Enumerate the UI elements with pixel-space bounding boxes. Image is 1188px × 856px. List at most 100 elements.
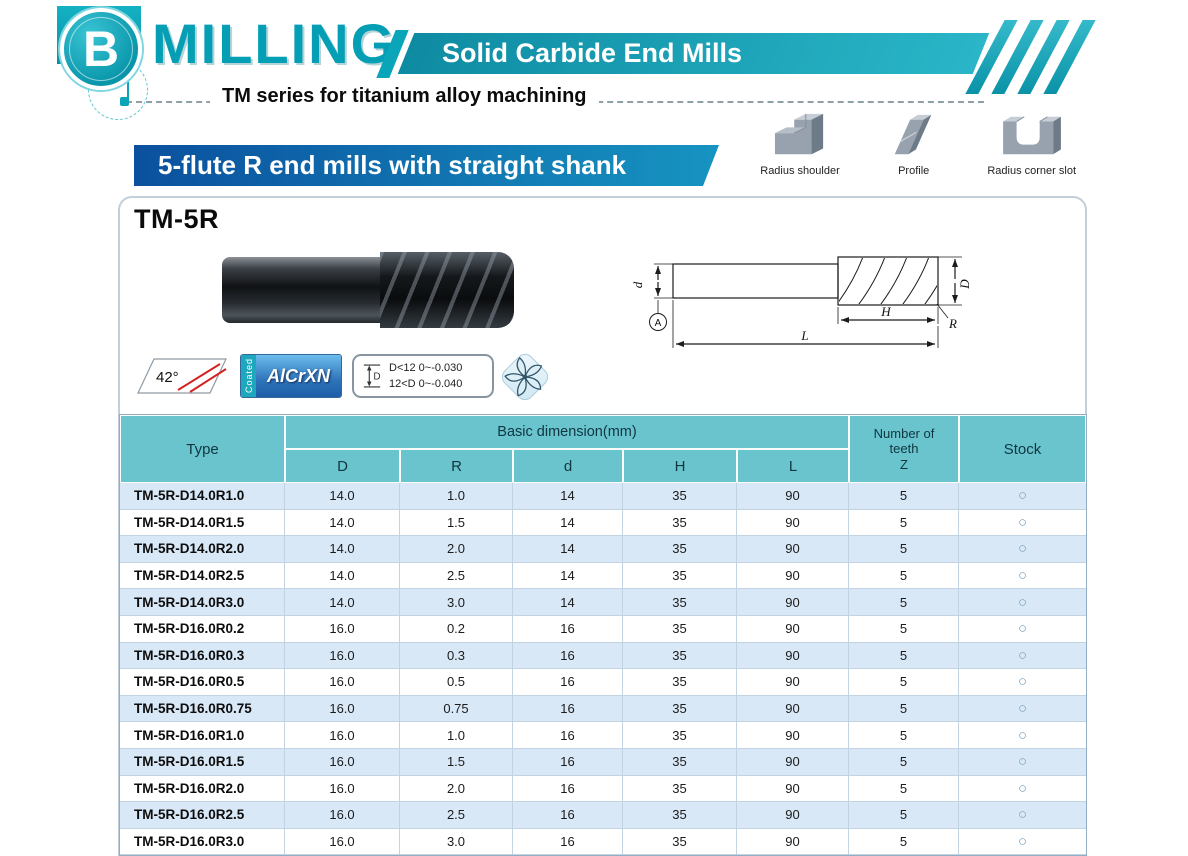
row-value-d: 14 xyxy=(513,562,623,590)
row-value-R: 3.0 xyxy=(400,589,513,616)
row-value-L: 90 xyxy=(737,483,849,510)
row-value-Z: 5 xyxy=(849,828,959,856)
row-value-L: 90 xyxy=(737,589,849,616)
row-type: TM-5R-D14.0R2.5 xyxy=(120,562,285,590)
row-value-H: 35 xyxy=(623,722,737,749)
row-value-H: 35 xyxy=(623,695,737,723)
stock-circle-icon: ○ xyxy=(1017,593,1028,611)
photo-shank xyxy=(222,257,380,323)
table-row: TM-5R-D16.0R0.5 16.0 0.5 16 35 90 5 ○ xyxy=(120,669,1086,696)
row-stock: ○ xyxy=(959,696,1086,723)
row-value-D: 14.0 xyxy=(285,483,400,510)
row-value-Z: 5 xyxy=(849,615,959,643)
row-value-D: 14.0 xyxy=(285,562,400,590)
table-row: TM-5R-D16.0R0.75 16.0 0.75 16 35 90 5 ○ xyxy=(120,695,1086,723)
stock-circle-icon: ○ xyxy=(1017,540,1028,558)
profile-icon xyxy=(894,114,932,155)
row-value-d: 14 xyxy=(513,483,623,510)
row-value-H: 35 xyxy=(623,775,737,803)
row-value-L: 90 xyxy=(737,828,849,856)
teeth-header-line2: teeth xyxy=(889,441,919,457)
row-value-L: 90 xyxy=(737,748,849,776)
row-value-D: 16.0 xyxy=(285,695,400,723)
row-value-d: 16 xyxy=(513,802,623,829)
row-stock: ○ xyxy=(959,589,1086,616)
category-banner: Solid Carbide End Mills xyxy=(397,33,990,74)
row-value-d: 16 xyxy=(513,695,623,723)
row-value-H: 35 xyxy=(623,562,737,590)
row-value-D: 16.0 xyxy=(285,669,400,696)
row-value-H: 35 xyxy=(623,509,737,537)
row-type: TM-5R-D14.0R1.0 xyxy=(120,483,285,510)
table-row: TM-5R-D16.0R1.5 16.0 1.5 16 35 90 5 ○ xyxy=(120,748,1086,776)
teeth-header-line1: Number of xyxy=(873,425,935,441)
helix-angle-icon: 42° xyxy=(134,356,230,396)
row-value-Z: 5 xyxy=(849,509,959,537)
row-value-D: 16.0 xyxy=(285,775,400,803)
category-banner-label: Solid Carbide End Mills xyxy=(442,38,743,68)
logo-letter: B xyxy=(82,21,120,77)
shape-item-radius-corner-slot: Radius corner slot xyxy=(987,110,1076,190)
teeth-header-line3: Z xyxy=(900,456,908,472)
datum-label-A: A xyxy=(655,318,662,329)
col-header-type: Type xyxy=(120,415,285,483)
table-row: TM-5R-D16.0R0.2 16.0 0.2 16 35 90 5 ○ xyxy=(120,615,1086,643)
row-value-H: 35 xyxy=(623,642,737,670)
stock-circle-icon: ○ xyxy=(1017,567,1028,585)
shape-caption: Profile xyxy=(898,165,930,177)
row-value-Z: 5 xyxy=(849,483,959,510)
shape-item-profile: Profile xyxy=(884,110,944,190)
coating-badge: Coated AlCrXN xyxy=(240,354,342,398)
table-row: TM-5R-D16.0R0.3 16.0 0.3 16 35 90 5 ○ xyxy=(120,642,1086,670)
dim-label-H: H xyxy=(880,304,891,319)
row-value-H: 35 xyxy=(623,802,737,829)
stock-circle-icon: ○ xyxy=(1017,806,1028,824)
logo-connector-line xyxy=(127,76,129,100)
spec-table: Type Basic dimension(mm) D R d H L Numbe… xyxy=(119,414,1087,856)
shape-item-radius-shoulder: Radius shoulder xyxy=(760,110,840,190)
row-value-L: 90 xyxy=(737,775,849,803)
coating-name: AlCrXN xyxy=(256,355,341,397)
row-stock: ○ xyxy=(959,536,1086,563)
table-row: TM-5R-D16.0R2.5 16.0 2.5 16 35 90 5 ○ xyxy=(120,802,1086,829)
row-value-L: 90 xyxy=(737,509,849,537)
row-value-Z: 5 xyxy=(849,536,959,563)
row-value-L: 90 xyxy=(737,802,849,829)
row-value-L: 90 xyxy=(737,642,849,670)
row-value-Z: 5 xyxy=(849,669,959,696)
row-value-H: 35 xyxy=(623,615,737,643)
photo-flutes xyxy=(380,252,514,328)
row-type: TM-5R-D16.0R0.75 xyxy=(120,695,285,723)
coated-strip: Coated xyxy=(241,355,256,397)
row-value-Z: 5 xyxy=(849,748,959,776)
table-body: TM-5R-D14.0R1.0 14.0 1.0 14 35 90 5 ○ TM-5R-D14.… xyxy=(120,483,1086,856)
stock-circle-icon: ○ xyxy=(1017,646,1028,664)
shape-caption: Radius corner slot xyxy=(987,165,1076,177)
row-value-H: 35 xyxy=(623,669,737,696)
row-stock: ○ xyxy=(959,829,1086,856)
stock-circle-icon: ○ xyxy=(1017,779,1028,797)
row-value-R: 0.2 xyxy=(400,615,513,643)
col-header-D: D xyxy=(285,449,400,483)
col-header-L: L xyxy=(737,449,849,483)
row-value-R: 2.0 xyxy=(400,775,513,803)
table-row: TM-5R-D14.0R2.5 14.0 2.5 14 35 90 5 ○ xyxy=(120,562,1086,590)
row-stock: ○ xyxy=(959,749,1086,776)
row-value-D: 16.0 xyxy=(285,722,400,749)
row-value-Z: 5 xyxy=(849,642,959,670)
dim-label-L: L xyxy=(800,328,808,343)
row-value-D: 14.0 xyxy=(285,589,400,616)
row-value-H: 35 xyxy=(623,828,737,856)
diameter-tolerance-icon: D xyxy=(363,364,381,388)
row-value-H: 35 xyxy=(623,589,737,616)
series-title: TM series for titanium alloy machining xyxy=(210,85,599,108)
row-type: TM-5R-D16.0R1.0 xyxy=(120,722,285,749)
row-value-R: 1.5 xyxy=(400,748,513,776)
stock-circle-icon: ○ xyxy=(1017,753,1028,771)
table-row: TM-5R-D14.0R3.0 14.0 3.0 14 35 90 5 ○ xyxy=(120,589,1086,616)
col-header-stock: Stock xyxy=(959,415,1086,483)
stock-circle-icon: ○ xyxy=(1017,726,1028,744)
col-header-R: R xyxy=(400,449,513,483)
row-value-Z: 5 xyxy=(849,802,959,829)
flute-cross-section-icon xyxy=(498,350,552,404)
